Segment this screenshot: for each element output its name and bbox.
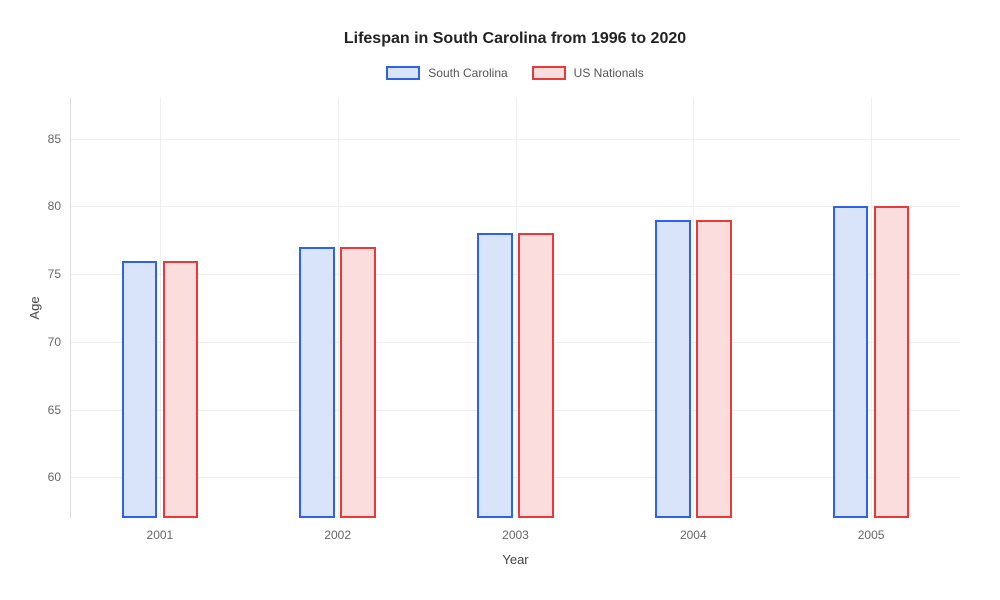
vgridline: [693, 98, 694, 518]
vgridline: [160, 98, 161, 518]
bar: [340, 247, 376, 518]
bar: [655, 220, 691, 518]
legend-swatch: [386, 66, 420, 80]
bar: [696, 220, 732, 518]
legend-label: US Nationals: [574, 66, 644, 80]
vgridline: [871, 98, 872, 518]
chart-title: Lifespan in South Carolina from 1996 to …: [70, 30, 960, 48]
y-tick-label: 70: [48, 335, 71, 349]
bar: [122, 261, 158, 518]
bar: [874, 206, 910, 518]
y-tick-label: 85: [48, 132, 71, 146]
x-tick-label: 2002: [324, 518, 351, 542]
x-tick-label: 2003: [502, 518, 529, 542]
legend-label: South Carolina: [428, 66, 507, 80]
legend-swatch: [532, 66, 566, 80]
bar: [163, 261, 199, 518]
y-tick-label: 75: [48, 267, 71, 281]
legend: South Carolina US Nationals: [70, 66, 960, 80]
bar: [299, 247, 335, 518]
vgridline: [516, 98, 517, 518]
vgridline: [338, 98, 339, 518]
x-tick-label: 2001: [147, 518, 174, 542]
bar: [518, 233, 554, 518]
chart-container: Lifespan in South Carolina from 1996 to …: [0, 0, 1000, 600]
x-tick-label: 2005: [858, 518, 885, 542]
legend-item-us-nationals: US Nationals: [532, 66, 644, 80]
x-tick-label: 2004: [680, 518, 707, 542]
y-tick-label: 60: [48, 470, 71, 484]
legend-item-south-carolina: South Carolina: [386, 66, 507, 80]
x-axis-label: Year: [502, 552, 528, 567]
plot-area: Age Year 6065707580852001200220032004200…: [70, 98, 960, 518]
y-tick-label: 80: [48, 199, 71, 213]
bar: [833, 206, 869, 518]
bar: [477, 233, 513, 518]
y-axis-label: Age: [27, 296, 42, 319]
y-tick-label: 65: [48, 403, 71, 417]
